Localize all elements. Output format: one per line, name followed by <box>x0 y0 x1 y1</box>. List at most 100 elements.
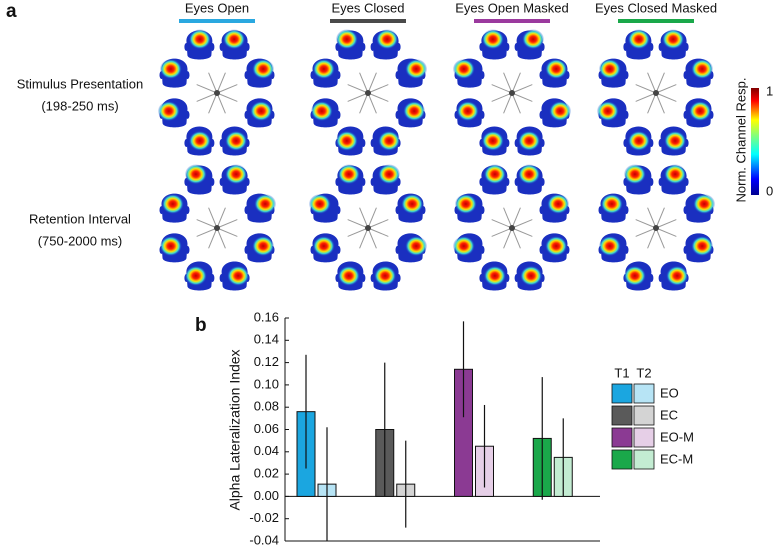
ear <box>505 274 510 283</box>
activation <box>188 130 211 151</box>
activation <box>252 236 275 257</box>
ear <box>219 177 224 186</box>
star-line <box>511 227 533 237</box>
column-underline <box>330 19 406 23</box>
star-line <box>655 72 665 94</box>
legend-swatch <box>633 427 655 448</box>
head <box>219 261 250 291</box>
star-line <box>635 219 657 229</box>
ear <box>361 139 366 148</box>
y-tick-label: -0.02 <box>249 510 279 525</box>
legend-swatch <box>611 427 633 448</box>
ear <box>370 274 375 283</box>
star-line <box>367 72 377 94</box>
head <box>370 126 401 156</box>
activation <box>598 236 621 257</box>
head <box>184 261 215 291</box>
ear <box>370 42 375 51</box>
head <box>623 29 654 60</box>
activation <box>693 193 716 214</box>
star-line <box>655 84 677 94</box>
legend-series: T1 <box>614 365 629 380</box>
star-center <box>509 225 515 231</box>
star-line <box>647 207 657 229</box>
ear <box>336 71 341 80</box>
head <box>244 193 277 223</box>
star-line <box>216 207 226 229</box>
legend-swatch <box>611 449 633 470</box>
ear <box>421 206 426 215</box>
star-center <box>653 90 659 96</box>
activation <box>308 193 331 214</box>
head <box>184 126 215 156</box>
activation <box>547 193 570 214</box>
activation <box>184 164 207 185</box>
head <box>157 98 190 128</box>
star-line <box>655 92 665 114</box>
row-subtitle: (750-2000 ms) <box>38 233 123 248</box>
ear <box>244 245 249 254</box>
star-center <box>653 225 659 231</box>
head <box>395 98 426 128</box>
ear <box>336 110 341 119</box>
ear <box>684 42 689 51</box>
colorbar-tick-label: 1 <box>766 83 773 98</box>
legend-category: EC <box>660 407 678 422</box>
activation <box>252 58 275 79</box>
activation <box>452 236 475 257</box>
legend-category: EC-M <box>660 451 693 466</box>
head <box>683 233 714 263</box>
star-line <box>367 92 389 102</box>
ear <box>479 177 484 186</box>
ear <box>649 42 654 51</box>
activation <box>254 193 277 214</box>
ear <box>505 177 510 186</box>
ear <box>658 42 663 51</box>
ear <box>395 71 400 80</box>
y-tick-label: 0.02 <box>254 466 279 481</box>
ear <box>514 177 519 186</box>
star-line <box>367 227 377 249</box>
head <box>683 193 716 223</box>
star-line <box>208 72 218 94</box>
legend-swatch <box>611 405 633 426</box>
star-line <box>196 84 218 94</box>
star-line <box>655 227 665 249</box>
y-tick-label: -0.04 <box>249 532 279 547</box>
star-line <box>367 227 389 237</box>
activation <box>598 58 621 79</box>
star-line <box>208 207 218 229</box>
head <box>479 261 510 291</box>
activation <box>454 193 477 214</box>
ear <box>683 206 688 215</box>
star-center <box>214 90 220 96</box>
ear <box>514 274 519 283</box>
star-line <box>647 227 657 249</box>
star-line <box>647 72 657 94</box>
star-line <box>347 227 369 237</box>
ear <box>683 245 688 254</box>
ear <box>539 71 544 80</box>
activation <box>405 58 428 79</box>
activation <box>159 236 182 257</box>
ear <box>683 71 688 80</box>
head <box>454 98 485 128</box>
head <box>596 98 629 128</box>
ear <box>479 274 484 283</box>
ear <box>370 177 375 186</box>
head <box>370 29 401 60</box>
star-line <box>216 72 226 94</box>
ear <box>185 245 190 254</box>
column-title: Eyes Open Masked <box>455 0 568 15</box>
ear <box>479 42 484 51</box>
panel-label: b <box>195 315 207 336</box>
head <box>159 58 190 88</box>
activation <box>405 236 428 257</box>
activation <box>664 164 687 185</box>
activation <box>378 130 401 151</box>
ear <box>539 245 544 254</box>
activation <box>666 265 689 286</box>
ear <box>623 139 628 148</box>
ear <box>159 206 164 215</box>
